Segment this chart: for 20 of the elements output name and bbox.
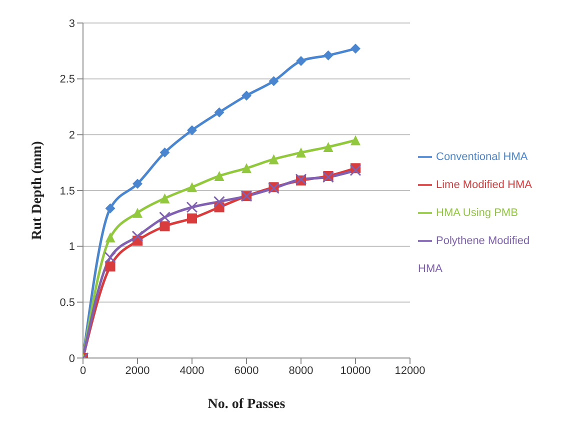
- y-axis-title: Rut Depth (mm): [30, 140, 45, 240]
- text: Polythene Modified HMA: [418, 235, 530, 275]
- x-tick-label: 12000: [394, 364, 426, 377]
- y-tick-label: 1: [68, 241, 75, 254]
- x-tick-label: 8000: [288, 364, 314, 377]
- legend-label: Lime Modified HMA: [436, 179, 532, 191]
- y-tick-label: 1.5: [60, 185, 75, 198]
- legend-label: Conventional HMA: [436, 151, 528, 163]
- x-tick-label: 0: [80, 364, 86, 377]
- y-tick-label: 3: [68, 18, 75, 30]
- x-tick-label: 4000: [180, 364, 204, 377]
- y-tick-label: 0.5: [60, 297, 75, 310]
- y-tick-label: 2: [68, 130, 75, 142]
- x-tick-label: 6000: [234, 364, 259, 377]
- x-axis-title: No. of Passes: [208, 397, 286, 412]
- y-tick-label: 0: [68, 352, 75, 365]
- legend-label: HMA Using PMB: [436, 207, 518, 219]
- x-tick-label: 2000: [125, 364, 150, 377]
- y-tick-label: 2.5: [60, 74, 75, 86]
- x-tick-label: 10000: [340, 364, 371, 377]
